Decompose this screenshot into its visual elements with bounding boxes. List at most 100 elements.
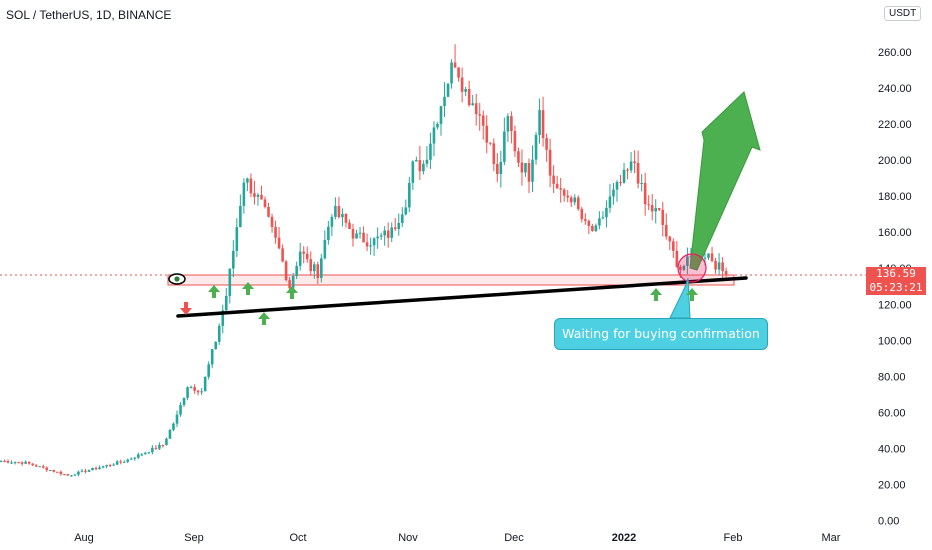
candle-body xyxy=(647,204,650,206)
candle-body xyxy=(429,143,432,160)
candle-body xyxy=(365,242,369,247)
candle-body xyxy=(594,225,598,231)
candle-body xyxy=(629,161,633,171)
candles xyxy=(0,44,728,477)
support-trendline[interactable] xyxy=(176,276,748,318)
candle-body xyxy=(506,116,510,132)
candle-body xyxy=(337,206,341,218)
candle-body xyxy=(228,268,232,296)
candle-body xyxy=(545,138,548,150)
price-axis: 0.0020.0040.0060.0080.00100.00120.00140.… xyxy=(878,47,912,528)
candle-body xyxy=(38,466,42,468)
candle-body xyxy=(305,253,309,260)
candle-body xyxy=(253,193,256,197)
candle-body xyxy=(393,227,397,229)
candle-body xyxy=(488,142,492,144)
candle-body xyxy=(41,466,45,468)
candle-body xyxy=(59,471,63,475)
candle-body xyxy=(527,163,531,182)
candle-body xyxy=(576,197,580,209)
candle-body xyxy=(598,218,601,226)
candle-body xyxy=(0,461,3,463)
candle-body xyxy=(73,474,77,476)
candle-body xyxy=(193,387,196,391)
candle-body xyxy=(232,250,235,269)
y-tick-label: 200.00 xyxy=(878,155,912,167)
candle-body xyxy=(580,208,584,220)
candle-body xyxy=(724,271,728,275)
candle-body xyxy=(379,235,383,237)
candle-body xyxy=(168,429,172,439)
candle-body xyxy=(94,467,98,470)
candle-body xyxy=(432,127,436,144)
target-arrow[interactable] xyxy=(689,91,761,271)
candle-body xyxy=(672,241,675,251)
candle-body xyxy=(520,162,524,173)
candle-body xyxy=(186,387,189,398)
arrow-up-icon xyxy=(686,288,698,301)
candle-body xyxy=(622,169,626,183)
candle-body xyxy=(362,232,365,243)
candle-body xyxy=(584,219,587,221)
eye-icon[interactable] xyxy=(168,273,186,285)
candle-body xyxy=(633,161,636,163)
candle-body xyxy=(203,376,207,392)
candle-body xyxy=(165,438,168,445)
arrow-up-icon xyxy=(242,282,254,295)
candle-body xyxy=(126,459,130,462)
candle-body xyxy=(513,130,517,152)
candle-body xyxy=(207,364,210,377)
candle-body xyxy=(320,258,323,278)
candle-body xyxy=(443,96,446,107)
candle-body xyxy=(129,458,133,460)
candle-body xyxy=(309,259,313,272)
candle-body xyxy=(239,205,242,228)
candle-body xyxy=(467,88,471,106)
candle-body xyxy=(650,205,654,212)
candle-body xyxy=(119,461,122,463)
buy-zone-marker xyxy=(677,253,707,283)
candle-body xyxy=(77,471,80,475)
candle-body xyxy=(661,209,665,225)
candle-body xyxy=(281,248,284,262)
candle-body xyxy=(277,237,281,249)
candle-body xyxy=(196,390,200,393)
currency-badge[interactable]: USDT xyxy=(884,6,922,21)
candle-body xyxy=(341,213,344,218)
candle-body xyxy=(179,404,182,415)
x-tick-label: Dec xyxy=(504,532,524,544)
candle-body xyxy=(643,182,647,205)
candle-body xyxy=(376,236,379,239)
candle-body xyxy=(408,182,411,208)
candle-body xyxy=(446,83,450,97)
candle-body xyxy=(418,160,422,172)
annotation-callout[interactable]: Waiting for buying confirmation xyxy=(554,318,768,350)
candle-body xyxy=(411,161,415,183)
candle-body xyxy=(189,387,193,389)
candle-body xyxy=(383,230,386,236)
candle-body xyxy=(626,169,629,171)
candle-body xyxy=(151,447,154,453)
candle-body xyxy=(664,224,668,237)
x-tick-label: Sep xyxy=(184,532,204,544)
candle-body xyxy=(161,444,165,446)
candle-body xyxy=(115,461,119,465)
candle-body xyxy=(636,162,640,184)
y-tick-label: 100.00 xyxy=(878,335,912,347)
candle-body xyxy=(344,213,348,223)
candle-body xyxy=(471,103,474,106)
candle-body xyxy=(351,229,355,239)
candle-body xyxy=(492,143,496,164)
candle-body xyxy=(559,188,562,190)
candle-body xyxy=(703,257,707,259)
candle-body xyxy=(302,251,306,254)
candle-body xyxy=(323,239,327,259)
candle-body xyxy=(608,196,612,208)
candle-body xyxy=(316,264,320,278)
candle-body xyxy=(224,295,228,311)
candle-body xyxy=(496,163,499,175)
candle-body xyxy=(291,275,295,289)
candle-body xyxy=(256,194,260,197)
candle-body xyxy=(422,163,425,172)
